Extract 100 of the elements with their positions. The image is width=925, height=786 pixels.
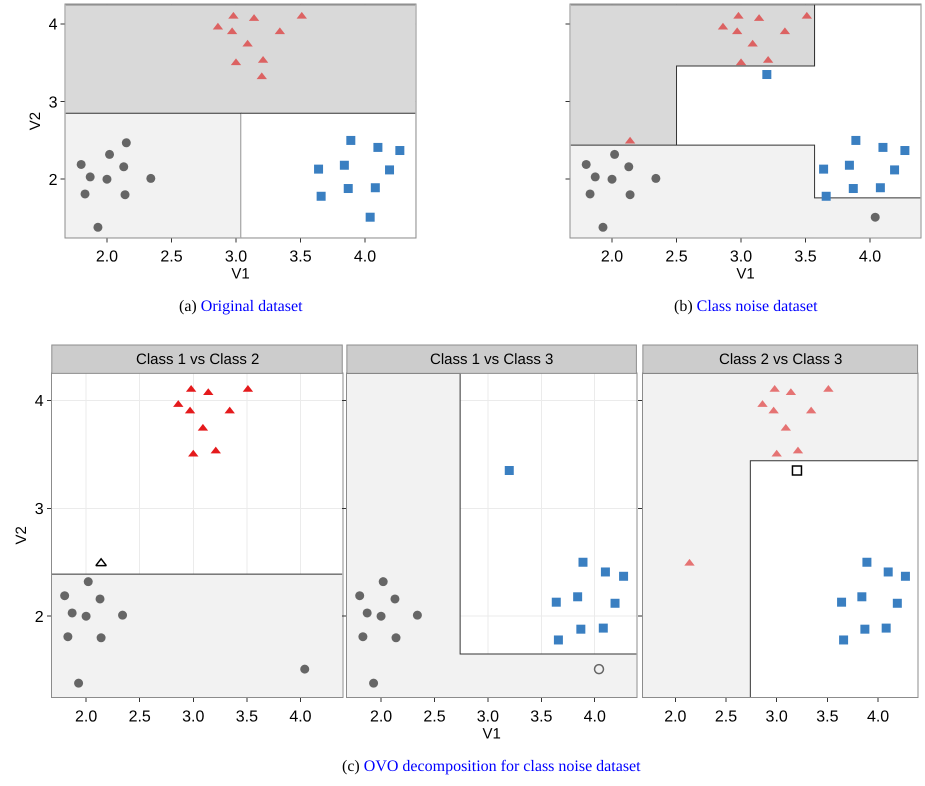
x-tick-label: 4.0: [584, 708, 606, 726]
point: [860, 624, 870, 634]
x-tick-label: 2.5: [160, 248, 183, 266]
x-tick-label: 3.5: [794, 248, 817, 266]
chart-title: Class 1 vs Class 3: [430, 351, 554, 368]
x-tick-label: 3.5: [236, 708, 258, 726]
point: [96, 633, 106, 642]
point: [578, 558, 588, 567]
x-tick-label: 3.0: [182, 708, 204, 726]
y-tick-label: 2: [34, 608, 44, 626]
point: [848, 184, 858, 194]
point: [554, 635, 563, 644]
point: [68, 608, 77, 618]
point: [93, 222, 102, 232]
chart-title: Class 1 vs Class 2: [136, 351, 260, 368]
point: [188, 450, 198, 457]
x-tick-label: 2.0: [664, 708, 687, 726]
point: [900, 572, 910, 581]
y-tick-label: 4: [48, 16, 58, 34]
x-tick-label: 2.5: [423, 708, 446, 726]
point: [594, 664, 604, 674]
x-tick-label: 4.0: [354, 248, 376, 266]
point: [390, 594, 400, 604]
point: [60, 591, 70, 600]
y-tick-label: 4: [34, 392, 44, 410]
x-tick-label: 2.0: [370, 708, 392, 726]
point: [74, 678, 84, 688]
point: [762, 70, 772, 80]
x-tick-label: 3.5: [530, 708, 553, 726]
point: [576, 624, 586, 634]
x-tick-label: 3.0: [766, 708, 788, 726]
point: [552, 598, 561, 607]
point: [118, 610, 128, 620]
x-tick-label: 2.0: [74, 708, 98, 726]
point: [610, 598, 620, 608]
point: [378, 577, 388, 586]
point: [857, 592, 866, 602]
point: [504, 466, 514, 475]
point: [122, 138, 131, 148]
point: [878, 142, 888, 152]
point: [82, 612, 91, 621]
x-axis-title: V1: [231, 266, 250, 283]
x-tick-label: 2.0: [600, 248, 624, 266]
point: [300, 664, 310, 674]
point: [844, 160, 854, 170]
point: [84, 577, 93, 586]
point: [590, 172, 600, 182]
x-tick-label: 4.0: [289, 708, 312, 726]
point: [600, 567, 610, 576]
point: [395, 146, 404, 156]
x-axis-title: V1: [482, 725, 501, 742]
point: [586, 189, 595, 198]
x-tick-label: 2.5: [665, 248, 688, 266]
point: [819, 164, 828, 174]
point: [366, 212, 375, 222]
point: [624, 162, 634, 172]
y-tick-label: 3: [34, 500, 44, 518]
point: [76, 160, 86, 169]
point: [876, 183, 885, 192]
x-tick-label: 3.0: [730, 248, 752, 266]
point: [203, 388, 214, 396]
point: [610, 150, 620, 159]
chart-title: Class 2 vs Class 3: [719, 351, 842, 368]
text: (b) Class noise dataset: [674, 298, 818, 315]
point: [256, 72, 267, 80]
x-tick-label: 2.5: [714, 708, 738, 726]
point: [608, 174, 617, 184]
point: [376, 612, 386, 621]
point: [119, 162, 128, 172]
point: [105, 150, 114, 159]
point: [373, 142, 382, 152]
point: [80, 189, 90, 198]
point: [598, 624, 608, 633]
point: [822, 192, 831, 201]
point: [358, 632, 368, 642]
point: [102, 174, 112, 184]
point: [573, 592, 582, 602]
point: [626, 190, 635, 200]
point: [837, 598, 846, 607]
point: [362, 608, 372, 618]
x-tick-label: 2.0: [96, 248, 118, 266]
x-tick-label: 4.0: [866, 708, 890, 726]
point: [882, 624, 891, 633]
y-tick-label: 2: [48, 172, 58, 189]
point: [851, 136, 860, 145]
point: [346, 136, 356, 145]
point: [86, 172, 95, 182]
point: [146, 174, 156, 183]
point: [862, 558, 872, 567]
x-tick-label: 2.5: [128, 708, 151, 726]
point: [884, 567, 893, 576]
point: [316, 192, 326, 201]
point: [890, 165, 900, 174]
point: [385, 165, 394, 174]
point: [120, 190, 130, 200]
text: (c) OVO decomposition for class noise dataset: [342, 758, 642, 775]
x-tick-label: 3.5: [816, 708, 839, 726]
x-tick-label: 3.0: [224, 248, 248, 266]
x-tick-label: 4.0: [858, 248, 882, 266]
point: [369, 678, 378, 688]
